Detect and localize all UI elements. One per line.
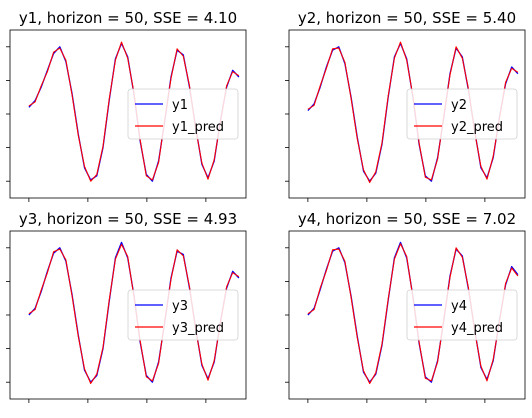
subplot-3: y3, horizon = 50, SSE = 4.93 y3 y3_pred xyxy=(6,210,247,403)
legend-label: y4 xyxy=(451,299,467,314)
subplot-title: y3, horizon = 50, SSE = 4.93 xyxy=(19,210,237,228)
subplot-title: y4, horizon = 50, SSE = 7.02 xyxy=(298,210,516,228)
legend-label: y3_pred xyxy=(172,321,224,336)
subplot-title: y2, horizon = 50, SSE = 5.40 xyxy=(298,9,516,27)
subplot-4: y4, horizon = 50, SSE = 7.02 y4 y4_pred xyxy=(285,210,526,403)
subplot-1: y1, horizon = 50, SSE = 4.10 y1 y1_pred xyxy=(6,9,247,202)
legend-label: y4_pred xyxy=(451,321,503,336)
legend-label: y2_pred xyxy=(451,120,503,135)
legend-label: y1_pred xyxy=(172,120,224,135)
legend-label: y1 xyxy=(172,98,188,113)
subplot-2: y2, horizon = 50, SSE = 5.40 y2 y2_pred xyxy=(285,9,526,202)
legend-label: y2 xyxy=(451,98,467,113)
subplot-title: y1, horizon = 50, SSE = 4.10 xyxy=(19,9,237,27)
legend-label: y3 xyxy=(172,299,188,314)
